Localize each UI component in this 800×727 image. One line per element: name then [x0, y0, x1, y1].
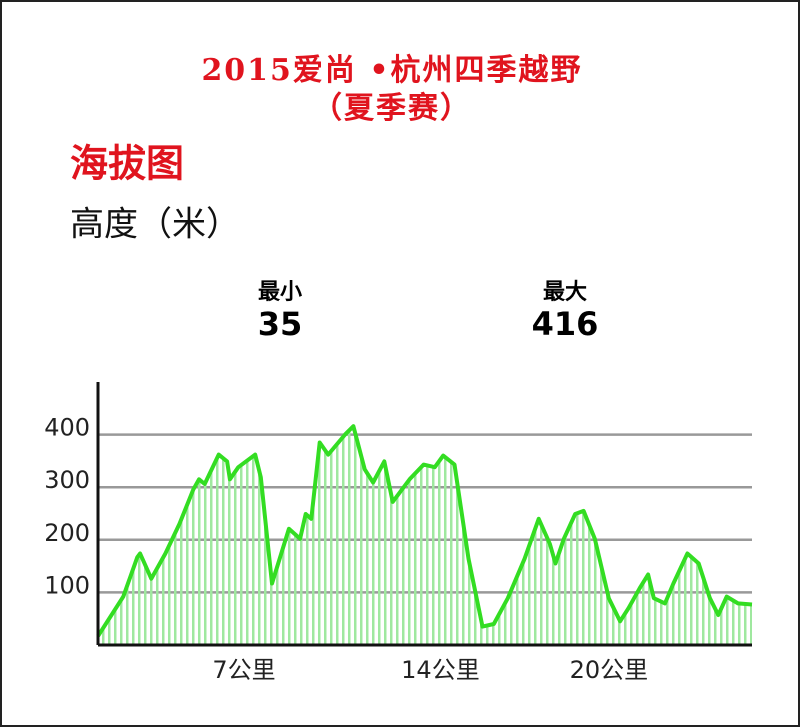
area-fill — [98, 426, 752, 645]
annotation-value: 35 — [258, 305, 303, 343]
y-tick-label: 400 — [44, 414, 90, 442]
heading: 海拔图 — [70, 142, 184, 186]
y-tick-label: 200 — [44, 519, 90, 547]
x-tick-label: 7公里 — [212, 656, 275, 684]
y-tick-label: 300 — [44, 466, 90, 494]
y-axis-label: 高度（米） — [70, 205, 240, 245]
annotation-label: 最大 — [543, 280, 587, 305]
x-tick-label: 14公里 — [401, 656, 480, 684]
y-tick-label: 100 — [44, 571, 90, 599]
elevation-line — [96, 424, 753, 638]
annotation-value: 416 — [532, 305, 599, 343]
annotation-label: 最小 — [258, 280, 302, 305]
chart-title: 2015爱尚 •杭州四季越野 — [201, 53, 582, 88]
chart-subtitle: （夏季赛） — [312, 91, 472, 126]
x-tick-label: 20公里 — [570, 656, 649, 684]
